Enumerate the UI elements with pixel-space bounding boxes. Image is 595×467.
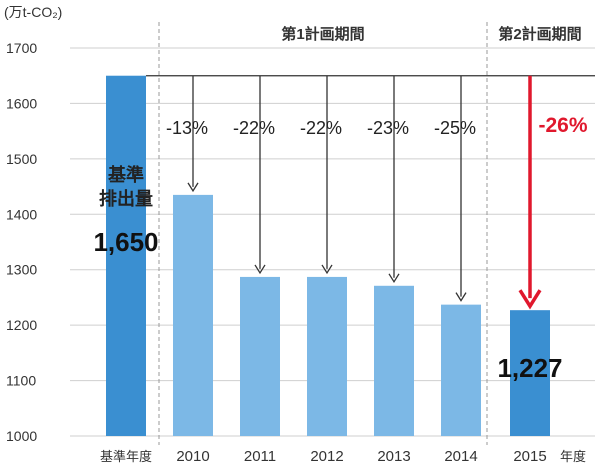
x-tick-labels: 基準年度 2010 2011 2012 2013 2014 2015 xyxy=(100,448,547,465)
y-tick-labels: 1000 1100 1200 1300 1400 1500 1600 1700 xyxy=(6,40,37,444)
x-label-基準年度: 基準年度 xyxy=(100,449,152,464)
x-label-2011: 2011 xyxy=(244,448,276,465)
base-label-line-2: 排出量 xyxy=(99,188,153,209)
y-tick-1700: 1700 xyxy=(6,40,37,56)
unit-label: (万t-CO₂) xyxy=(4,4,62,20)
x-label-2010: 2010 xyxy=(176,448,209,465)
y-tick-1100: 1100 xyxy=(6,373,36,389)
bar-2013 xyxy=(374,285,414,436)
y-tick-1000: 1000 xyxy=(6,428,37,444)
base-value-label: 1,650 xyxy=(93,227,158,257)
bar-2011 xyxy=(240,276,280,436)
period-label-2: 第2計画期間 xyxy=(498,25,581,43)
y-tick-1500: 1500 xyxy=(6,151,37,167)
arrow-head-2013 xyxy=(388,273,400,284)
axis-suffix-label: 年度 xyxy=(560,449,586,464)
arrow-head-2010 xyxy=(187,182,199,193)
arrow-head-2011 xyxy=(254,264,266,275)
x-label-2012: 2012 xyxy=(310,448,343,465)
percent-label-2011: -22% xyxy=(233,118,275,138)
percent-label-2013: -23% xyxy=(367,118,409,138)
percent-label-2015: -26% xyxy=(538,114,587,137)
percent-label-2014: -25% xyxy=(434,118,476,138)
x-label-2015: 2015 xyxy=(513,448,546,465)
y-tick-1600: 1600 xyxy=(6,95,37,111)
y-tick-1300: 1300 xyxy=(6,262,37,278)
y-tick-1200: 1200 xyxy=(6,317,37,333)
bar-2010 xyxy=(173,194,213,436)
y-tick-1400: 1400 xyxy=(6,206,37,222)
x-label-2013: 2013 xyxy=(377,448,410,465)
period-label-1: 第1計画期間 xyxy=(281,25,364,43)
arrow-head-2012 xyxy=(321,264,333,275)
arrow-head-2015 xyxy=(518,289,542,310)
bar-2014 xyxy=(441,304,481,436)
bar-2015 xyxy=(510,310,550,436)
x-label-2014: 2014 xyxy=(444,448,477,465)
bar-基準年度 xyxy=(106,75,146,436)
percent-labels: -13% -22% -22% -23% -25% -26% xyxy=(166,114,588,138)
percent-label-2010: -13% xyxy=(166,118,208,138)
base-label-line-1: 基準 xyxy=(107,164,144,185)
bars xyxy=(106,75,550,436)
reduction-arrows xyxy=(146,75,595,310)
bar-2012 xyxy=(307,276,347,436)
percent-label-2012: -22% xyxy=(300,118,342,138)
arrow-head-2014 xyxy=(455,292,467,302)
last-value-label: 1,227 xyxy=(497,353,562,383)
